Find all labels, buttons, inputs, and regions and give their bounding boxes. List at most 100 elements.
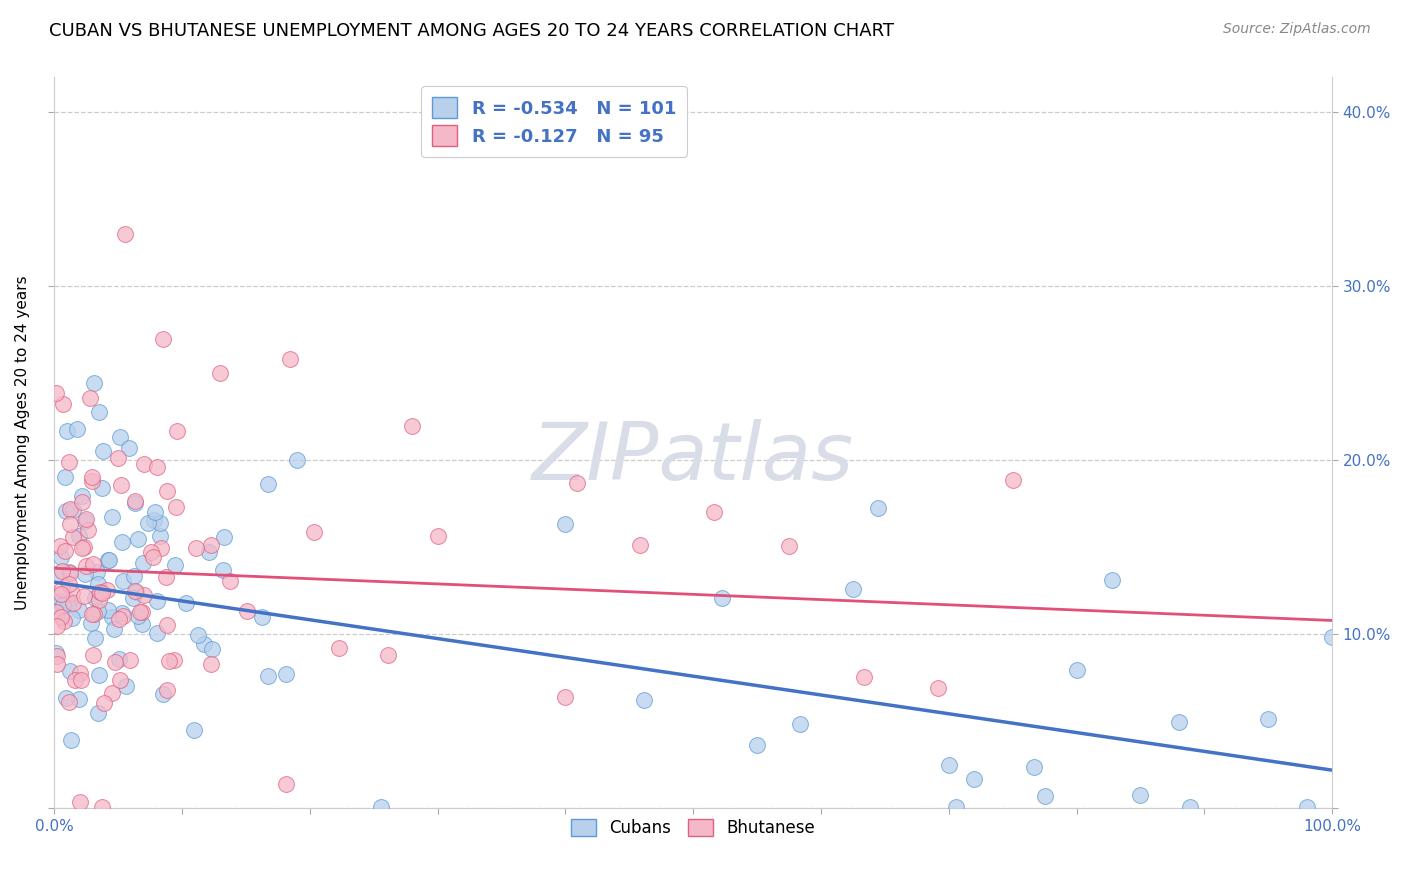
Point xyxy=(86,565,108,579)
Point xyxy=(274,667,297,681)
Point xyxy=(209,367,232,381)
Point xyxy=(1320,630,1343,644)
Point xyxy=(83,632,105,646)
Point xyxy=(46,603,69,617)
Point xyxy=(56,424,79,438)
Point xyxy=(59,664,82,678)
Point xyxy=(58,577,80,591)
Point xyxy=(165,500,187,515)
Point xyxy=(70,489,93,503)
Point xyxy=(53,614,76,628)
Point xyxy=(97,553,120,567)
Point xyxy=(108,430,131,444)
Point xyxy=(77,523,100,537)
Point xyxy=(79,391,101,405)
Point xyxy=(107,651,129,665)
Point xyxy=(149,516,172,530)
Point xyxy=(927,681,949,695)
Point xyxy=(59,516,82,531)
Point xyxy=(69,529,91,543)
Point xyxy=(107,451,129,466)
Point xyxy=(628,538,651,552)
Point xyxy=(187,628,209,642)
Point xyxy=(73,567,96,582)
Point xyxy=(149,529,172,543)
Point xyxy=(80,607,103,621)
Point xyxy=(111,606,134,620)
Point xyxy=(86,706,108,720)
Point xyxy=(633,692,655,706)
Point xyxy=(778,539,800,553)
Point xyxy=(117,441,139,455)
Point xyxy=(274,777,297,791)
Point xyxy=(163,558,186,572)
Point xyxy=(75,512,97,526)
Point xyxy=(55,504,77,518)
Point xyxy=(51,549,73,564)
Point xyxy=(963,772,986,786)
Point xyxy=(51,609,73,624)
Point xyxy=(285,453,308,467)
Point xyxy=(155,682,177,697)
Point xyxy=(201,642,224,657)
Point xyxy=(112,608,135,623)
Point xyxy=(110,478,132,492)
Point xyxy=(250,609,273,624)
Point xyxy=(89,592,111,607)
Point xyxy=(143,513,166,527)
Point xyxy=(554,516,576,531)
Point xyxy=(127,608,149,623)
Point xyxy=(63,673,86,687)
Point xyxy=(134,458,156,472)
Point xyxy=(1167,714,1189,729)
Point xyxy=(152,331,174,345)
Point xyxy=(45,386,67,401)
Point xyxy=(49,593,72,607)
Point xyxy=(80,474,103,488)
Point xyxy=(69,795,91,809)
Point xyxy=(87,667,110,681)
Point xyxy=(53,543,76,558)
Point xyxy=(83,376,105,391)
Point xyxy=(66,422,89,436)
Point xyxy=(82,557,104,571)
Point xyxy=(1022,759,1045,773)
Point xyxy=(184,541,207,556)
Point xyxy=(45,605,67,619)
Point xyxy=(46,618,69,632)
Point xyxy=(1101,574,1123,588)
Legend: Cubans, Bhutanese: Cubans, Bhutanese xyxy=(565,813,823,844)
Point xyxy=(567,476,589,491)
Point xyxy=(89,585,111,599)
Point xyxy=(56,592,79,607)
Point xyxy=(45,594,67,608)
Point xyxy=(278,352,301,367)
Point xyxy=(104,655,127,669)
Point xyxy=(163,653,186,667)
Point xyxy=(56,598,79,612)
Point xyxy=(73,589,96,603)
Point xyxy=(70,495,93,509)
Point xyxy=(703,505,725,519)
Point xyxy=(1001,473,1024,487)
Point xyxy=(866,501,889,516)
Point xyxy=(136,516,159,530)
Point xyxy=(91,586,114,600)
Point xyxy=(62,530,84,544)
Point xyxy=(1295,799,1317,814)
Point xyxy=(58,565,80,579)
Point xyxy=(101,686,124,700)
Point xyxy=(62,596,84,610)
Point xyxy=(70,673,93,688)
Point xyxy=(97,603,120,617)
Point xyxy=(93,696,115,710)
Point xyxy=(111,574,134,588)
Point xyxy=(945,799,967,814)
Point xyxy=(1178,799,1201,814)
Point xyxy=(146,594,169,608)
Point xyxy=(80,470,103,484)
Point xyxy=(401,418,423,433)
Point xyxy=(131,605,153,619)
Point xyxy=(212,530,235,544)
Point xyxy=(377,648,399,663)
